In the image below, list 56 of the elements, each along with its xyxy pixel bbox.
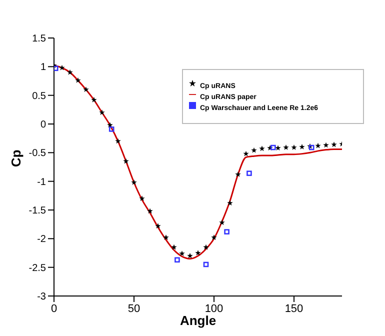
point bbox=[243, 150, 249, 156]
point bbox=[224, 229, 230, 234]
point bbox=[291, 144, 297, 150]
point bbox=[139, 196, 145, 201]
y-tick-label: -0.5 bbox=[28, 148, 46, 160]
point bbox=[211, 234, 217, 240]
point bbox=[163, 234, 169, 240]
point bbox=[108, 126, 114, 132]
y-tick-label: -1.5 bbox=[28, 206, 46, 217]
point bbox=[275, 145, 281, 151]
point bbox=[75, 77, 81, 83]
point bbox=[246, 170, 252, 176]
x-tick-label: 150 bbox=[284, 302, 304, 315]
point bbox=[203, 262, 209, 268]
x-axis-title: Angle bbox=[180, 313, 216, 328]
point bbox=[219, 220, 225, 226]
y-tick-label: 1.5 bbox=[32, 34, 46, 45]
point bbox=[147, 208, 153, 214]
point bbox=[67, 69, 73, 75]
y-tick-label: 0.5 bbox=[32, 90, 46, 102]
y-tick-label: -3 bbox=[37, 292, 46, 303]
point bbox=[155, 223, 161, 228]
point bbox=[107, 122, 113, 128]
point bbox=[59, 64, 65, 70]
point bbox=[227, 200, 233, 206]
x-tick-label: 50 bbox=[128, 302, 140, 315]
point bbox=[174, 257, 180, 263]
point bbox=[123, 158, 129, 164]
y-tick-label: 1 bbox=[40, 62, 46, 74]
point bbox=[171, 244, 177, 250]
point bbox=[99, 110, 105, 115]
y-tick-label: 0 bbox=[40, 120, 46, 131]
x-tick-label: 0 bbox=[50, 302, 58, 315]
y-axis-title: Cp bbox=[8, 150, 24, 167]
y-tick-label: -2 bbox=[37, 234, 46, 246]
point bbox=[195, 250, 201, 256]
point bbox=[251, 147, 257, 153]
point bbox=[91, 96, 97, 102]
point bbox=[283, 144, 289, 150]
y-tick-label: -2.5 bbox=[28, 262, 46, 274]
point bbox=[83, 86, 89, 92]
point bbox=[323, 142, 329, 148]
point bbox=[235, 171, 241, 177]
point bbox=[131, 179, 137, 185]
point bbox=[54, 66, 58, 72]
point bbox=[299, 144, 305, 150]
point bbox=[270, 144, 276, 150]
point bbox=[115, 138, 121, 144]
point bbox=[259, 146, 265, 152]
y-tick-label: -1 bbox=[37, 176, 46, 188]
point bbox=[187, 252, 193, 258]
point bbox=[315, 142, 321, 148]
x-tick-label: 100 bbox=[204, 302, 224, 315]
point bbox=[179, 250, 185, 256]
point bbox=[203, 244, 209, 250]
point bbox=[331, 142, 337, 148]
